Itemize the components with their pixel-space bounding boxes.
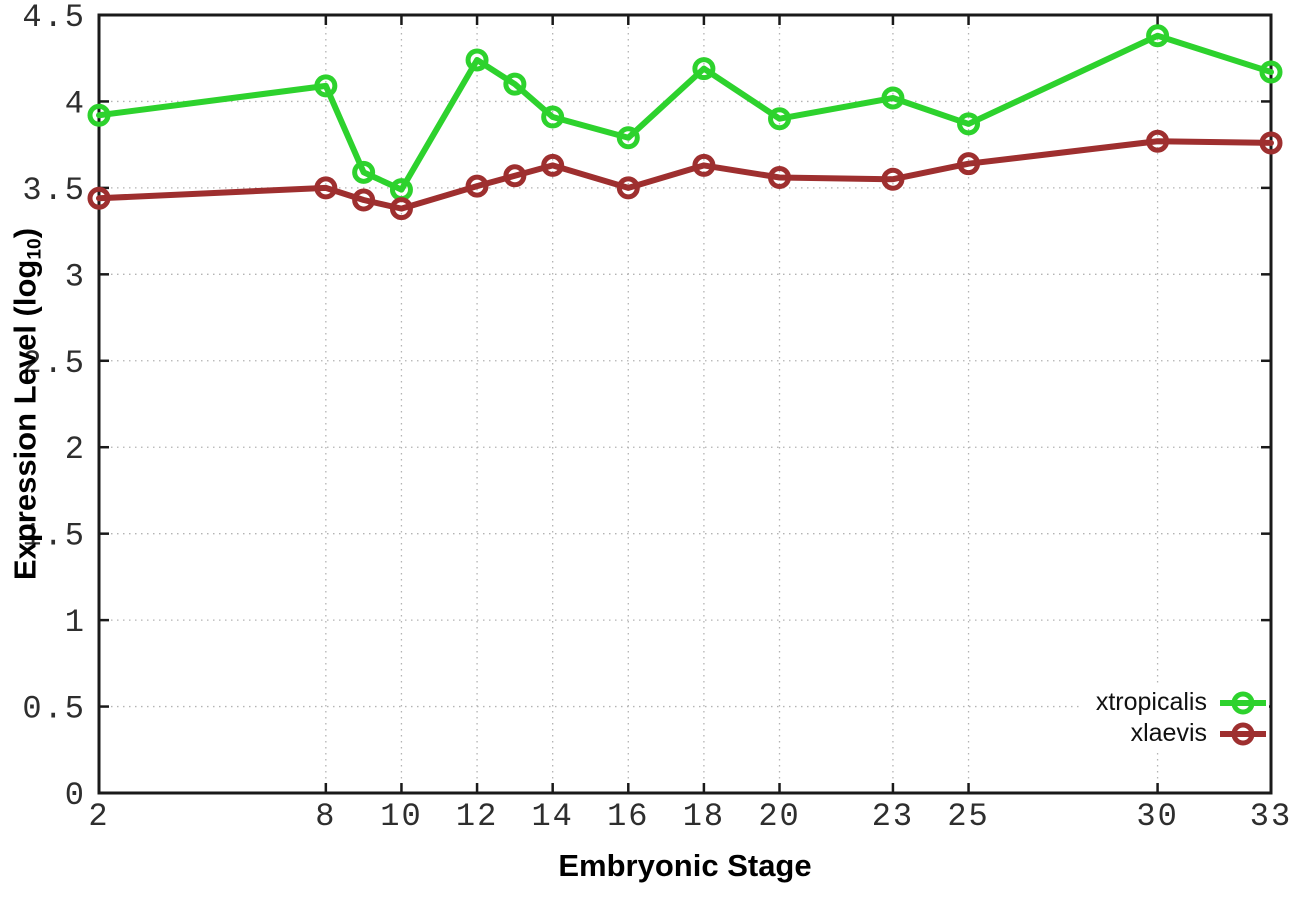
marker-xtropicalis	[768, 107, 792, 131]
marker-xtropicalis	[616, 126, 640, 150]
legend-sample-circle	[1231, 722, 1255, 745]
legend-marker-xtropicalis-icon	[1220, 691, 1266, 714]
x-tick-label: 20	[758, 798, 800, 835]
y-tick-label: 4.5	[22, 0, 86, 36]
marker-xlaevis	[1146, 129, 1170, 153]
x-tick-label: 23	[872, 798, 914, 835]
x-tick-label: 12	[456, 798, 498, 835]
legend-item-xlaevis: xlaevis	[1096, 718, 1269, 749]
y-tick-label: 4	[65, 85, 86, 122]
marker-xlaevis	[389, 197, 413, 221]
series-line-xtropicalis	[96, 32, 1274, 193]
x-tick-label: 16	[607, 798, 649, 835]
y-axis-title-text: Expression Level (log	[7, 259, 43, 581]
marker-xtropicalis	[503, 72, 527, 96]
y-tick-label: 1	[65, 604, 86, 641]
marker-xlaevis	[314, 176, 338, 200]
y-axis-title: Expression Level (log10)	[8, 228, 47, 580]
legend-label-xtropicalis: xtropicalis	[1095, 688, 1207, 716]
x-tick-label: 30	[1136, 798, 1178, 835]
marker-xtropicalis	[881, 86, 905, 110]
x-tick-label: 33	[1250, 798, 1292, 835]
marker-xlaevis	[957, 152, 981, 176]
x-tick-label: 14	[531, 798, 573, 835]
legend-item-xtropicalis: xtropicalis	[1096, 687, 1269, 718]
marker-xtropicalis	[692, 57, 716, 81]
plot-border	[97, 13, 1273, 795]
x-tick-label: 18	[683, 798, 725, 835]
marker-xlaevis	[541, 153, 565, 177]
marker-xtropicalis	[541, 105, 565, 129]
series-line-xlaevis	[96, 138, 1274, 212]
y-tick-label: 0.5	[22, 691, 86, 728]
x-tick-label: 8	[315, 798, 336, 835]
marker-xtropicalis	[314, 74, 338, 98]
marker-xlaevis	[1259, 131, 1283, 155]
x-tick-label: 10	[380, 798, 422, 835]
marker-xlaevis	[616, 176, 640, 200]
y-tick-label: 3	[65, 258, 86, 295]
marker-xtropicalis	[352, 160, 376, 184]
y-tick-label: 2.5	[22, 345, 86, 382]
x-tick-label: 25	[947, 798, 989, 835]
marker-xlaevis	[692, 153, 716, 177]
legend-label-xlaevis: xlaevis	[1130, 719, 1207, 747]
marker-xtropicalis	[87, 103, 111, 127]
y-tick-label: 2	[65, 431, 86, 468]
marker-xtropicalis	[1146, 24, 1170, 48]
marker-xlaevis	[768, 166, 792, 190]
y-tick-label: 3.5	[22, 172, 86, 209]
marker-xtropicalis	[1259, 60, 1283, 84]
legend: xtropicalis xlaevis	[1079, 685, 1269, 751]
x-tick-label: 2	[88, 798, 109, 835]
marker-xlaevis	[881, 167, 905, 191]
marker-xlaevis	[503, 164, 527, 188]
legend-sample-circle	[1231, 691, 1255, 714]
x-axis-title: Embryonic Stage	[558, 848, 812, 883]
marker-xlaevis	[465, 174, 489, 198]
y-tick-label: 1.5	[22, 518, 86, 555]
marker-xlaevis	[87, 186, 111, 210]
y-axis-title-subscript: 10	[24, 238, 46, 260]
marker-xtropicalis	[957, 112, 981, 136]
legend-marker-xlaevis-icon	[1220, 722, 1266, 745]
marker-xlaevis	[352, 188, 376, 212]
y-tick-label: 0	[65, 777, 86, 814]
y-axis-title-suffix: )	[7, 227, 43, 239]
marker-xtropicalis	[465, 48, 489, 72]
